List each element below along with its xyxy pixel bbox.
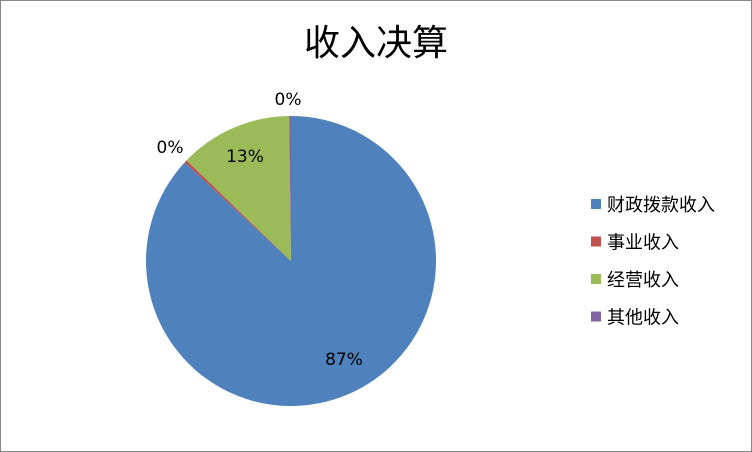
data-label: 0% <box>157 138 184 158</box>
legend-swatch <box>591 236 601 247</box>
legend-label: 财政拨款收入 <box>607 195 715 216</box>
data-label: 13% <box>226 147 264 167</box>
legend-label: 其他收入 <box>607 308 679 329</box>
legend-swatch <box>591 274 601 284</box>
data-label: 87% <box>325 350 363 370</box>
pie-slice-3 <box>186 116 291 262</box>
legend-label: 事业收入 <box>607 233 679 254</box>
data-label: 0% <box>275 90 302 110</box>
pie-slice-2 <box>184 160 291 261</box>
chart-title: 收入决算 <box>304 23 448 64</box>
legend-swatch <box>591 199 601 209</box>
pie-slice-4 <box>289 116 291 261</box>
legend-swatch <box>591 311 601 322</box>
legend-label: 经营收入 <box>607 270 679 291</box>
